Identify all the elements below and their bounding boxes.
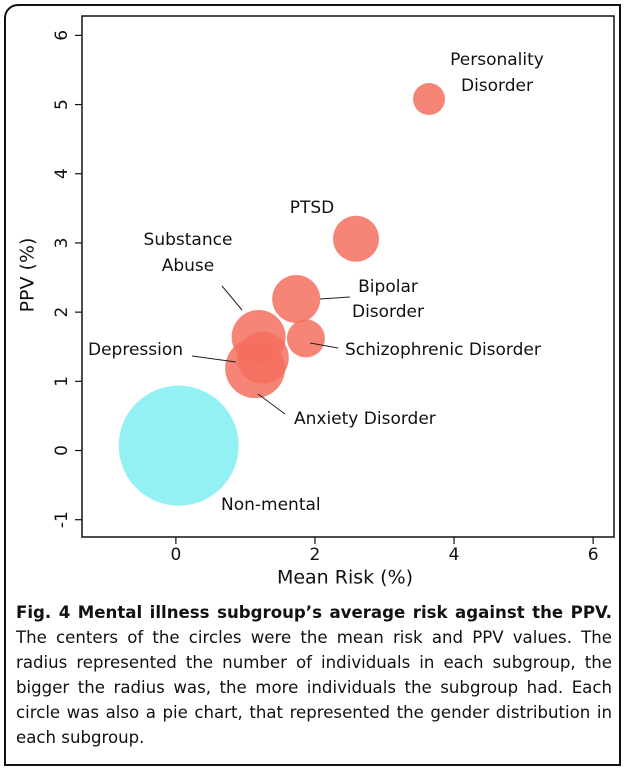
chart: Mean Risk (%) PPV (%) 0 2 4 6 -1 0 1 2 3 4 5 6 Non-m… — [17, 15, 615, 589]
bubble-label: Depression — [88, 340, 183, 360]
y-tick-label: 0 — [52, 445, 72, 456]
plot-frame — [81, 15, 615, 538]
caption: Fig. 4 Mental illness subgroup’s average… — [16, 600, 612, 750]
bubble — [236, 331, 289, 384]
y-tick-label: 6 — [52, 30, 72, 41]
bubble-label: Personality — [450, 50, 544, 70]
leader-line — [221, 285, 243, 311]
bubble — [286, 319, 325, 358]
y-tick-label: 1 — [52, 376, 72, 387]
x-tick-label: 4 — [449, 545, 460, 565]
y-tick-label: 3 — [52, 238, 72, 249]
leader-line — [257, 393, 286, 415]
y-axis-label: PPV (%) — [17, 238, 39, 313]
bubble-label: Abuse — [162, 256, 215, 276]
bubble-label: Non-mental — [221, 495, 321, 515]
x-tick-label: 0 — [170, 545, 181, 565]
x-tick-label: 6 — [588, 545, 599, 565]
leader-line — [319, 296, 351, 300]
bubble — [332, 215, 379, 262]
caption-title: Fig. 4 Mental illness subgroup’s average… — [16, 603, 612, 622]
bubble-label: Schizophrenic Disorder — [345, 340, 541, 360]
y-tick-label: -1 — [52, 511, 72, 528]
bubble-label: Bipolar — [358, 277, 418, 297]
bubble — [272, 274, 321, 323]
bubble-label: Anxiety Disorder — [294, 409, 436, 429]
y-tick-label: 2 — [52, 307, 72, 318]
x-tick-label: 2 — [310, 545, 321, 565]
caption-text: The centers of the circles were the mean… — [16, 628, 612, 747]
bubble — [413, 83, 446, 116]
leader-line — [191, 355, 237, 363]
bubble-label: Substance — [144, 230, 233, 250]
bubble — [118, 385, 239, 506]
y-tick-label: 5 — [52, 99, 72, 110]
figure-frame — [4, 4, 621, 766]
bubble-label: PTSD — [290, 198, 335, 218]
bubble-label: Disorder — [352, 302, 424, 322]
leader-line — [309, 342, 339, 349]
y-tick-label: 4 — [52, 168, 72, 179]
x-axis-label: Mean Risk (%) — [277, 567, 413, 589]
bubble-label: Disorder — [461, 76, 533, 96]
